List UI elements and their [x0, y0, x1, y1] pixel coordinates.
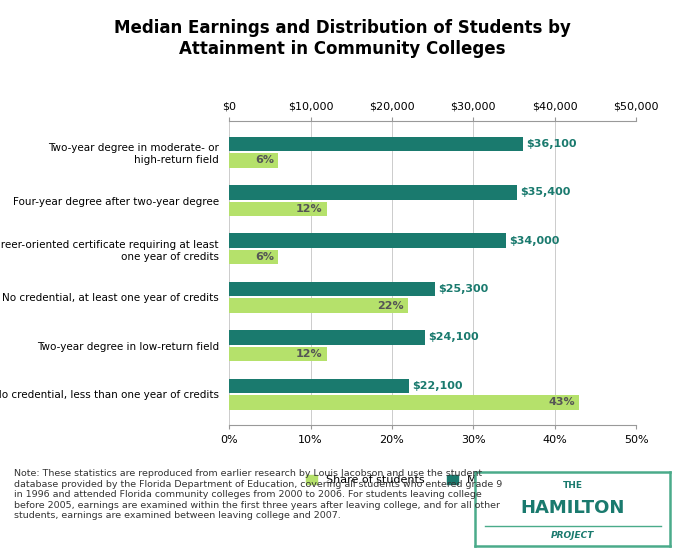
Text: 12%: 12% — [296, 349, 323, 359]
Text: THE: THE — [563, 481, 583, 490]
Text: Note: These statistics are reproduced from earlier research by Louis Jacobson an: Note: These statistics are reproduced fr… — [14, 469, 502, 520]
Text: PROJECT: PROJECT — [551, 531, 594, 540]
Legend: Share of students, Median earnings: Share of students, Median earnings — [302, 470, 564, 490]
Text: Median Earnings and Distribution of Students by
Attainment in Community Colleges: Median Earnings and Distribution of Stud… — [114, 19, 570, 58]
Bar — [229, 298, 408, 313]
Text: 12%: 12% — [296, 204, 323, 214]
Bar — [229, 137, 523, 151]
Bar — [229, 185, 517, 200]
Bar — [229, 282, 435, 296]
Text: 6%: 6% — [255, 155, 274, 165]
Bar — [229, 153, 278, 167]
Text: $24,100: $24,100 — [428, 333, 479, 343]
Text: $25,300: $25,300 — [438, 284, 488, 294]
Text: $35,400: $35,400 — [520, 187, 570, 197]
Text: 22%: 22% — [378, 300, 404, 311]
Text: $36,100: $36,100 — [526, 139, 577, 149]
Text: HAMILTON: HAMILTON — [521, 498, 625, 517]
Text: $34,000: $34,000 — [509, 236, 559, 246]
Text: $22,100: $22,100 — [412, 381, 462, 391]
Text: 6%: 6% — [255, 252, 274, 262]
Bar — [229, 201, 327, 216]
Bar — [229, 346, 327, 361]
Bar — [229, 233, 506, 248]
Bar — [229, 379, 409, 393]
Text: 43%: 43% — [549, 397, 575, 407]
Bar — [229, 330, 425, 345]
Bar — [229, 395, 579, 410]
Bar — [229, 250, 278, 265]
